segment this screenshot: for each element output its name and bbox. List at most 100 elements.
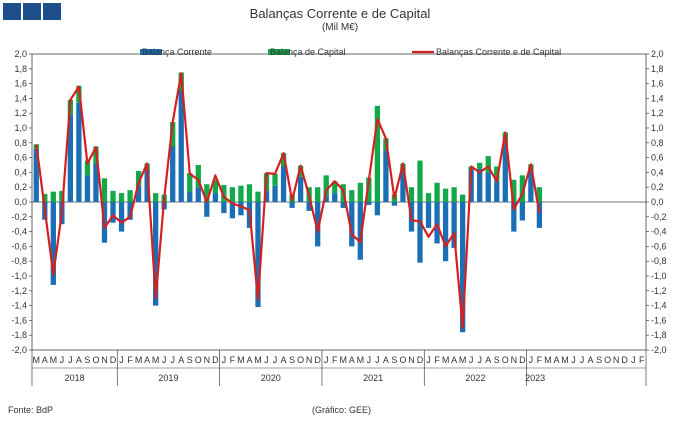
x-month-label: D	[621, 355, 628, 365]
x-month-label: F	[434, 355, 440, 365]
y-tick-label-right: -1,0	[651, 271, 667, 281]
x-month-label: M	[135, 355, 143, 365]
x-month-label: J	[571, 355, 576, 365]
x-month-label: M	[459, 355, 467, 365]
x-month-label: F	[127, 355, 133, 365]
y-tick-label-left: -1,2	[11, 286, 27, 296]
bar-capital	[101, 178, 108, 202]
x-month-label: J	[264, 355, 269, 365]
credit-note: (Gráfico: GEE)	[312, 405, 372, 415]
x-month-label: J	[631, 355, 636, 365]
y-tick-label-left: -0,2	[11, 212, 27, 222]
x-year-label: 2018	[65, 373, 85, 383]
x-month-label: A	[588, 355, 594, 365]
bar-current	[340, 202, 346, 208]
y-tick-label-right: -0,2	[651, 212, 667, 222]
bar-capital	[417, 160, 423, 202]
x-month-label: S	[391, 355, 397, 365]
x-month-label: A	[144, 355, 150, 365]
bar-capital	[297, 165, 304, 177]
x-month-label: J	[426, 355, 431, 365]
y-tick-label-left: -0,8	[11, 256, 27, 266]
bar-current	[315, 202, 321, 247]
bar-capital	[127, 190, 133, 202]
x-month-label: J	[367, 355, 372, 365]
bar-current	[170, 146, 176, 202]
y-tick-label-left: 2,0	[14, 49, 27, 59]
legend-current-label: Balança Corrente	[142, 47, 212, 57]
x-month-label: J	[477, 355, 482, 365]
bar-capital	[272, 173, 278, 186]
line-combined	[35, 72, 541, 329]
bar-capital	[460, 194, 466, 202]
x-month-label: N	[408, 355, 415, 365]
bar-current	[118, 202, 125, 232]
bar-current	[519, 202, 525, 221]
bar-current	[93, 163, 99, 202]
x-month-label: M	[340, 355, 348, 365]
chart-title: Balanças Corrente e de Capital	[249, 6, 431, 21]
y-tick-label-right: -0,6	[651, 241, 667, 251]
bar-current	[502, 142, 508, 202]
y-tick-label-left: -1,0	[11, 271, 27, 281]
bar-current	[485, 172, 491, 202]
bar-capital	[494, 166, 500, 182]
bar-current	[280, 166, 287, 202]
x-year-label: 2023	[525, 373, 545, 383]
bar-capital	[442, 188, 449, 202]
bar-capital	[204, 184, 210, 202]
x-month-label: M	[254, 355, 262, 365]
bar-current	[204, 202, 210, 217]
y-tick-label-left: 1,0	[14, 123, 27, 133]
bar-current	[477, 168, 483, 202]
y-tick-label-right: 2,0	[651, 49, 664, 59]
bar-current	[110, 202, 116, 223]
y-tick-label-right: -2,0	[651, 345, 667, 355]
x-month-label: J	[324, 355, 329, 365]
y-tick-label-left: 0,6	[14, 153, 27, 163]
x-month-label: J	[375, 355, 380, 365]
y-tick-label-left: 0,8	[14, 138, 27, 148]
bar-current	[76, 102, 82, 202]
bar-current	[263, 190, 270, 202]
brand-logo	[3, 3, 61, 20]
x-month-label: S	[84, 355, 90, 365]
bar-current	[366, 202, 372, 205]
x-year-label: 2021	[363, 373, 383, 383]
bar-current	[238, 202, 244, 216]
x-month-label: M	[544, 355, 552, 365]
bar-capital	[212, 179, 218, 194]
x-month-label: D	[314, 355, 321, 365]
y-tick-label-left: 0,2	[14, 182, 27, 192]
y-tick-label-right: -1,6	[651, 315, 667, 325]
x-month-label: N	[613, 355, 620, 365]
bar-capital	[221, 184, 227, 202]
y-tick-label-left: -1,8	[11, 330, 27, 340]
y-tick-label-left: 0,4	[14, 167, 27, 177]
bar-current	[50, 202, 56, 285]
bar-capital	[255, 191, 261, 202]
x-month-label: J	[580, 355, 585, 365]
bar-current	[67, 114, 74, 202]
bar-capital	[110, 190, 116, 202]
x-month-label: F	[332, 355, 338, 365]
bar-capital	[511, 179, 517, 202]
bar-current	[494, 181, 500, 202]
x-year-label: 2022	[465, 373, 485, 383]
chart-subtitle: (Mil M€)	[321, 22, 359, 33]
bar-current	[33, 148, 39, 202]
bar-capital	[315, 187, 321, 202]
legend-capital-swatch	[268, 49, 290, 55]
x-month-label: N	[101, 355, 108, 365]
bar-capital	[519, 175, 525, 202]
x-month-label: D	[212, 355, 219, 365]
bar-current	[417, 202, 423, 263]
bar-current	[425, 202, 432, 228]
bar-current	[187, 191, 193, 202]
x-month-label: A	[349, 355, 355, 365]
x-month-label: N	[204, 355, 211, 365]
y-tick-label-left: 1,6	[14, 79, 27, 89]
bar-current	[332, 193, 338, 202]
bar-current	[460, 202, 466, 333]
y-tick-label-right: 0,2	[651, 182, 664, 192]
